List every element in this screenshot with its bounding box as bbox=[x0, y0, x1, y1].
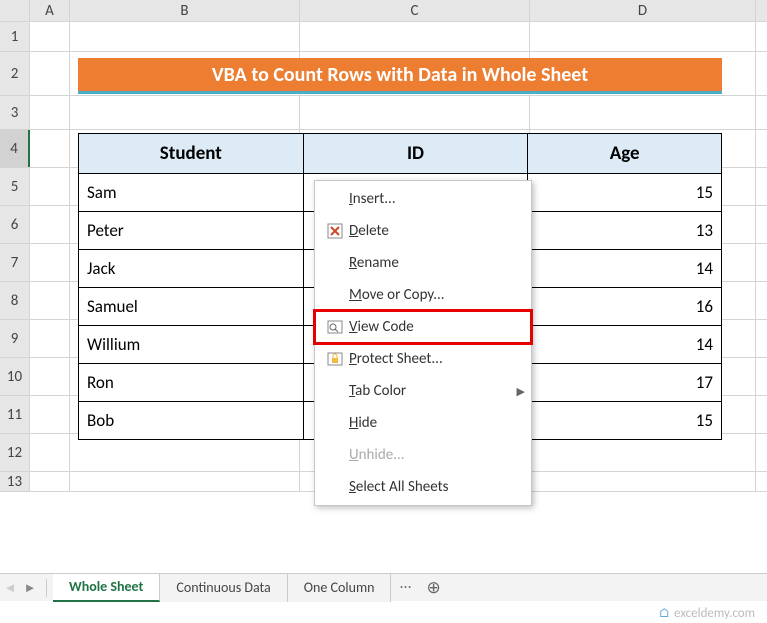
menu-insert[interactable]: Insert... bbox=[315, 183, 531, 215]
column-headers: A B C D bbox=[0, 0, 767, 22]
row-header[interactable]: 1 bbox=[0, 22, 30, 51]
sheet-tabs-bar: ◄ ► Whole Sheet Continuous Data One Colu… bbox=[0, 573, 767, 601]
col-header-C[interactable]: C bbox=[300, 0, 530, 21]
col-header-A[interactable]: A bbox=[30, 0, 70, 21]
submenu-arrow-icon: ▶ bbox=[517, 385, 525, 398]
tab-nav-next[interactable]: ► bbox=[20, 580, 40, 596]
row-header[interactable]: 11 bbox=[0, 396, 30, 433]
row-header[interactable]: 2 bbox=[0, 52, 30, 95]
row-header[interactable]: 3 bbox=[0, 96, 30, 129]
add-sheet-button[interactable]: ⊕ bbox=[420, 577, 448, 598]
row-header[interactable]: 7 bbox=[0, 244, 30, 281]
sheet-context-menu: Insert... Delete Rename Move or Copy... … bbox=[314, 180, 532, 506]
tab-whole-sheet[interactable]: Whole Sheet bbox=[53, 574, 160, 602]
watermark: ⌂ exceldemy.com bbox=[659, 606, 755, 621]
menu-rename[interactable]: Rename bbox=[315, 247, 531, 279]
tab-nav-prev[interactable]: ◄ bbox=[0, 580, 20, 596]
title-banner: VBA to Count Rows with Data in Whole She… bbox=[78, 58, 722, 94]
menu-tab-color[interactable]: Tab Color▶ bbox=[315, 375, 531, 407]
row-header[interactable]: 8 bbox=[0, 282, 30, 319]
table-header-student[interactable]: Student bbox=[79, 134, 304, 174]
watermark-text: exceldemy.com bbox=[674, 606, 755, 621]
menu-move-copy[interactable]: Move or Copy... bbox=[315, 279, 531, 311]
row-header[interactable]: 10 bbox=[0, 358, 30, 395]
col-header-D[interactable]: D bbox=[530, 0, 756, 21]
menu-protect-sheet[interactable]: Protect Sheet... bbox=[315, 343, 531, 375]
table-header-id[interactable]: ID bbox=[303, 134, 528, 174]
row-header[interactable]: 5 bbox=[0, 168, 30, 205]
tab-continuous-data[interactable]: Continuous Data bbox=[160, 574, 287, 602]
select-all-corner[interactable] bbox=[0, 0, 30, 21]
viewcode-icon bbox=[321, 319, 349, 335]
spreadsheet-grid: A B C D 1 2 3 4 5 6 7 8 9 10 11 12 13 VB… bbox=[0, 0, 767, 580]
menu-view-code[interactable]: View Code bbox=[315, 311, 531, 343]
col-header-B[interactable]: B bbox=[70, 0, 300, 21]
row-header[interactable]: 9 bbox=[0, 320, 30, 357]
table-header-age[interactable]: Age bbox=[528, 134, 722, 174]
row-header[interactable]: 13 bbox=[0, 472, 30, 491]
tab-one-column[interactable]: One Column bbox=[288, 574, 392, 602]
delete-icon bbox=[321, 223, 349, 239]
tab-more[interactable]: ... bbox=[391, 574, 419, 602]
protect-icon bbox=[321, 351, 349, 367]
watermark-icon: ⌂ bbox=[659, 606, 670, 621]
menu-delete[interactable]: Delete bbox=[315, 215, 531, 247]
menu-select-all-sheets[interactable]: Select All Sheets bbox=[315, 471, 531, 503]
menu-unhide: Unhide... bbox=[315, 439, 531, 471]
menu-hide[interactable]: Hide bbox=[315, 407, 531, 439]
row-header-selected[interactable]: 4 bbox=[0, 130, 30, 167]
row-header[interactable]: 12 bbox=[0, 434, 30, 471]
row-header[interactable]: 6 bbox=[0, 206, 30, 243]
